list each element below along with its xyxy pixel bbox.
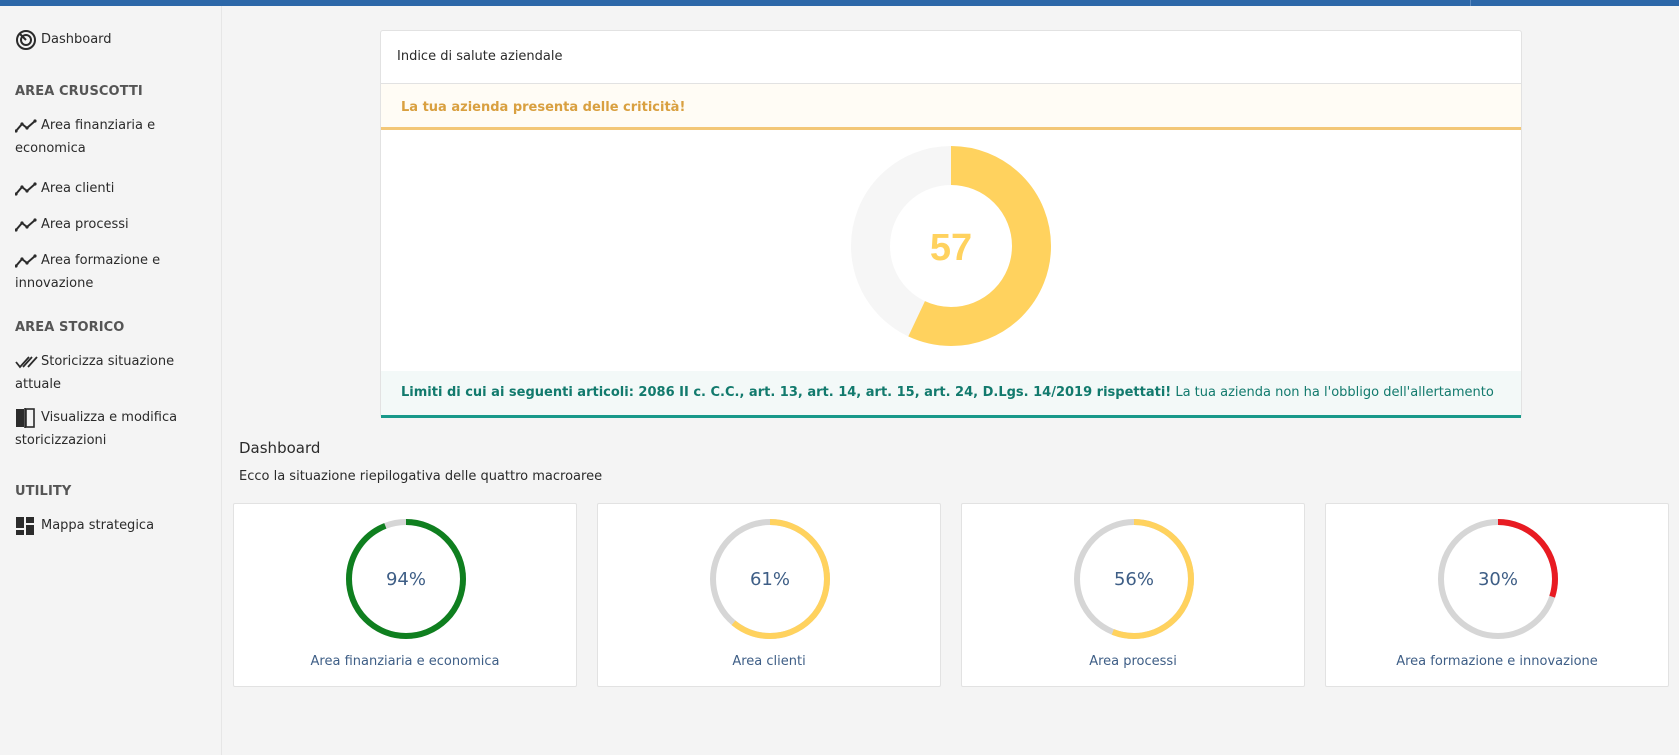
dashboard-grid-icon xyxy=(15,516,41,536)
kpi-ring: 94% xyxy=(346,519,466,639)
sidebar-item-mappa[interactable]: Mappa strategica xyxy=(15,514,154,537)
trend-line-icon xyxy=(15,217,41,232)
kpi-ring: 56% xyxy=(1074,519,1194,639)
top-bar xyxy=(0,0,1679,6)
sidebar: Dashboard AREA CRUSCOTTI Area finanziari… xyxy=(0,6,222,755)
sidebar-item-processi[interactable]: Area processi xyxy=(15,213,129,236)
kpi-ring-arc xyxy=(1074,519,1194,639)
sidebar-item-label: Area finanziaria e economica xyxy=(15,118,156,156)
sidebar-item-label: Area clienti xyxy=(41,181,115,196)
sidebar-item-label: Area processi xyxy=(41,217,129,232)
warning-text: La tua azienda presenta delle criticità! xyxy=(401,100,686,115)
section-title-utility: UTILITY xyxy=(15,484,72,499)
kpi-ring: 61% xyxy=(710,519,830,639)
sidebar-item-dashboard[interactable]: Dashboard xyxy=(15,28,112,51)
compliance-bold: Limiti di cui ai seguenti articoli: 2086… xyxy=(401,385,1172,400)
trend-line-icon xyxy=(15,181,41,196)
compliance-alert: Limiti di cui ai seguenti articoli: 2086… xyxy=(381,371,1521,418)
kpi-ring-arc xyxy=(1438,519,1558,639)
kpi-ring: 30% xyxy=(1438,519,1558,639)
kpi-label: Area formazione e innovazione xyxy=(1396,654,1598,669)
sidebar-item-label: Area formazione e innovazione xyxy=(15,253,161,291)
kpi-value: 30% xyxy=(1478,569,1518,590)
health-index-card: Indice di salute aziendale La tua aziend… xyxy=(380,30,1522,418)
dashboard-title: Dashboard xyxy=(239,439,321,457)
compliance-detail: La tua azienda non ha l'obbligo dell'all… xyxy=(1171,385,1494,400)
kpi-card[interactable]: 61% Area clienti xyxy=(597,503,941,687)
section-title-storico: AREA STORICO xyxy=(15,320,125,335)
card-divider xyxy=(381,83,1521,84)
sidebar-item-label: Mappa strategica xyxy=(41,518,155,533)
compliance-text: Limiti di cui ai seguenti articoli: 2086… xyxy=(401,385,1494,400)
section-title-cruscotti: AREA CRUSCOTTI xyxy=(15,84,143,99)
top-bar-divider xyxy=(1470,0,1471,6)
dashboard-subtitle: Ecco la situazione riepilogativa delle q… xyxy=(239,469,603,484)
kpi-ring-arc xyxy=(710,519,830,639)
sidebar-item-formazione[interactable]: Area formazione e innovazione xyxy=(15,249,195,295)
kpi-ring-arc xyxy=(346,519,466,639)
kpi-label: Area finanziaria e economica xyxy=(310,654,500,669)
sidebar-item-clienti[interactable]: Area clienti xyxy=(15,177,114,200)
trend-line-icon xyxy=(15,118,41,133)
kpi-card[interactable]: 94% Area finanziaria e economica xyxy=(233,503,577,687)
gauge-icon xyxy=(15,29,41,51)
health-score-value: 57 xyxy=(930,227,972,269)
health-index-title: Indice di salute aziendale xyxy=(397,49,563,64)
kpi-label: Area processi xyxy=(1089,654,1177,669)
gauge-score-arc xyxy=(851,146,1051,346)
sidebar-item-label: Dashboard xyxy=(41,32,112,47)
sidebar-item-label: Visualizza e modifica storicizzazioni xyxy=(15,410,178,448)
trend-line-icon xyxy=(15,253,41,268)
health-score-gauge: 57 xyxy=(851,146,1051,346)
sidebar-item-storicizza[interactable]: Storicizza situazione attuale xyxy=(15,350,195,396)
compare-icon xyxy=(15,407,41,428)
kpi-card[interactable]: 56% Area processi xyxy=(961,503,1305,687)
warning-alert: La tua azienda presenta delle criticità! xyxy=(381,84,1521,130)
kpi-card[interactable]: 30% Area formazione e innovazione xyxy=(1325,503,1669,687)
kpi-value: 61% xyxy=(750,569,790,590)
kpi-value: 56% xyxy=(1114,569,1154,590)
sidebar-item-visualizza[interactable]: Visualizza e modifica storicizzazioni xyxy=(15,406,205,452)
sidebar-item-finanziaria[interactable]: Area finanziaria e economica xyxy=(15,114,195,160)
double-check-icon xyxy=(15,355,41,369)
sidebar-item-label: Storicizza situazione attuale xyxy=(15,354,175,392)
kpi-value: 94% xyxy=(386,569,426,590)
kpi-label: Area clienti xyxy=(732,654,806,669)
